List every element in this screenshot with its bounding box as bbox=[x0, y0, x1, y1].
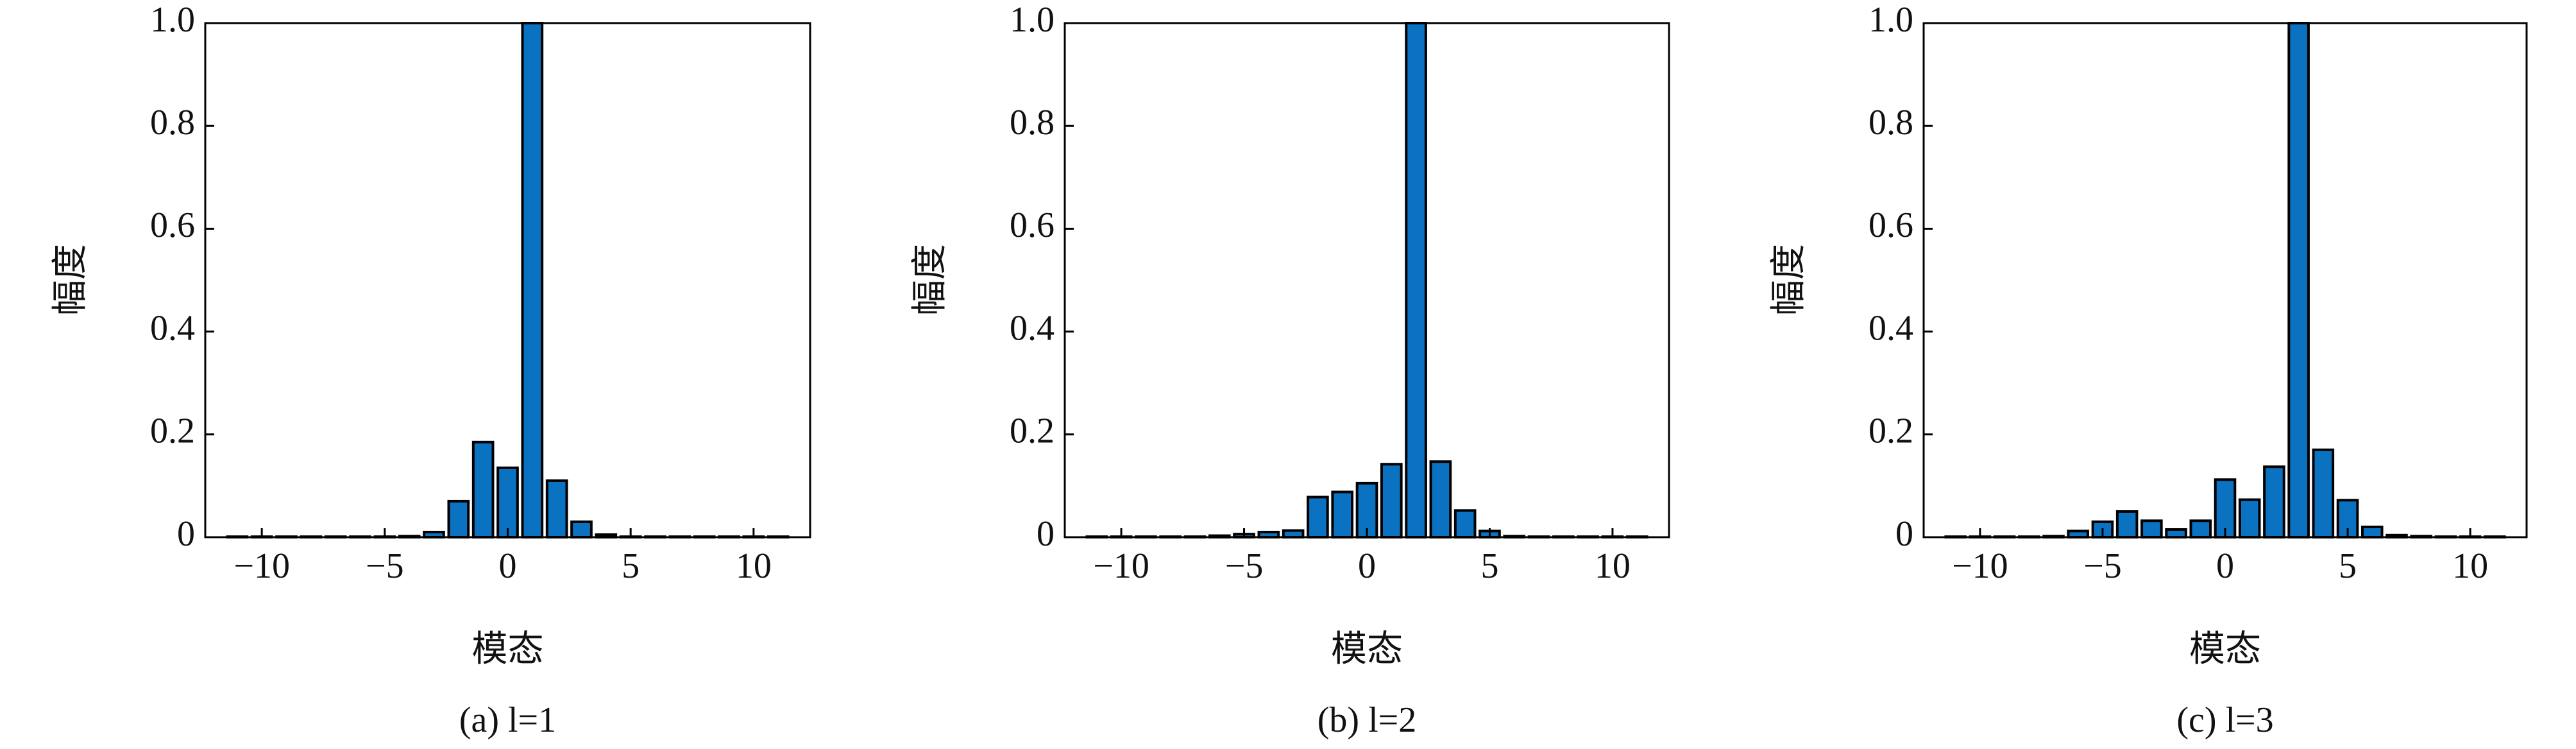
bar bbox=[1453, 509, 1477, 539]
y-tick-label: 0.8 bbox=[1010, 103, 1055, 142]
bar bbox=[2165, 528, 2187, 538]
x-tick-label: −10 bbox=[233, 546, 290, 586]
bar bbox=[1380, 463, 1403, 538]
y-tick-label: 1.0 bbox=[150, 0, 195, 40]
x-tick-label: 0 bbox=[2216, 546, 2234, 586]
x-tick-label: 10 bbox=[1595, 546, 1631, 586]
y-tick-label: 0.8 bbox=[150, 103, 195, 142]
bar bbox=[2238, 498, 2261, 538]
y-tick-label: 0.8 bbox=[1868, 103, 1913, 142]
x-axis-label: 模态 bbox=[2189, 630, 2261, 669]
bar bbox=[1405, 22, 1427, 538]
bar bbox=[1429, 460, 1452, 538]
plot-frame bbox=[204, 22, 811, 538]
bar bbox=[1307, 495, 1329, 538]
y-tick-label: 0.2 bbox=[1868, 411, 1913, 451]
y-tick-label: 0.2 bbox=[150, 411, 195, 451]
bar bbox=[570, 520, 593, 538]
y-axis-label: 幅度 bbox=[51, 244, 90, 316]
bar bbox=[471, 440, 495, 538]
bar bbox=[2115, 510, 2139, 539]
x-tick-label: 5 bbox=[1480, 546, 1498, 586]
x-tick-label: −5 bbox=[1225, 546, 1264, 586]
y-tick-label: 0.4 bbox=[1868, 308, 1913, 348]
bar bbox=[2140, 519, 2163, 538]
x-axis-label: 模态 bbox=[472, 630, 544, 669]
caption: (a) l=1 bbox=[459, 700, 556, 740]
y-tick-label: 1.0 bbox=[1868, 0, 1913, 40]
y-tick-label: 0 bbox=[177, 514, 195, 554]
bar bbox=[2360, 525, 2384, 538]
y-axis-label: 幅度 bbox=[1769, 244, 1809, 316]
y-tick-label: 0.6 bbox=[1010, 205, 1055, 245]
x-tick-label: 5 bbox=[622, 546, 640, 586]
x-axis-label: 模态 bbox=[1331, 630, 1403, 669]
x-tick-label: −10 bbox=[1952, 546, 2008, 586]
x-tick-label: −5 bbox=[2083, 546, 2122, 586]
y-tick-label: 0.4 bbox=[150, 308, 195, 348]
bar bbox=[1331, 490, 1354, 539]
bar bbox=[2287, 22, 2310, 538]
x-tick-label: 0 bbox=[499, 546, 517, 586]
x-tick-label: −5 bbox=[366, 546, 404, 586]
bar bbox=[1282, 529, 1305, 538]
bar bbox=[2189, 519, 2212, 538]
bar bbox=[447, 499, 470, 538]
x-tick-label: 10 bbox=[736, 546, 772, 586]
y-axis-label: 幅度 bbox=[910, 244, 950, 316]
bar bbox=[2312, 448, 2335, 539]
bar bbox=[496, 466, 519, 538]
y-tick-label: 0 bbox=[1895, 514, 1913, 554]
caption: (b) l=2 bbox=[1318, 700, 1416, 740]
y-tick-label: 0.4 bbox=[1010, 308, 1055, 348]
y-tick-label: 0.6 bbox=[1868, 205, 1913, 245]
x-tick-label: 10 bbox=[2452, 546, 2488, 586]
bar bbox=[2263, 465, 2285, 538]
bar bbox=[521, 22, 544, 538]
y-tick-label: 0.6 bbox=[150, 205, 195, 245]
y-tick-label: 0 bbox=[1037, 514, 1055, 554]
y-tick-label: 1.0 bbox=[1010, 0, 1055, 40]
x-tick-label: 5 bbox=[2339, 546, 2357, 586]
y-tick-label: 0.2 bbox=[1010, 411, 1055, 451]
caption: (c) l=3 bbox=[2176, 700, 2273, 740]
plot-frame bbox=[1922, 22, 2528, 538]
x-tick-label: −10 bbox=[1093, 546, 1149, 586]
bar bbox=[545, 479, 568, 539]
plot-frame bbox=[1063, 22, 1670, 538]
x-tick-label: 0 bbox=[1358, 546, 1376, 586]
